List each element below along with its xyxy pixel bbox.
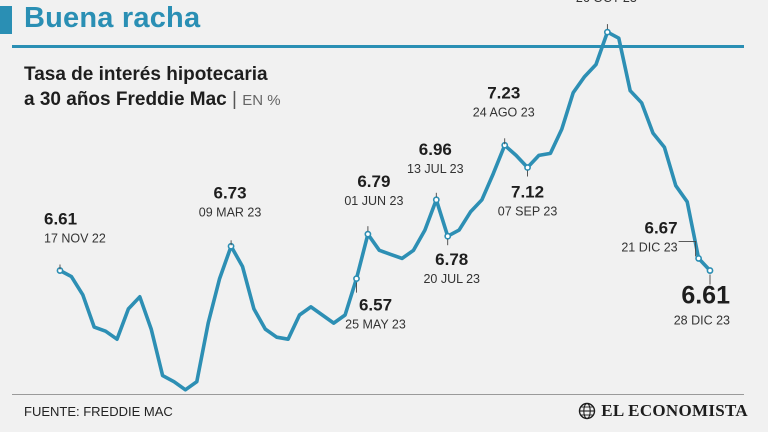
subtitle-unit: EN % (242, 92, 281, 109)
data-point-marker-9 (695, 255, 702, 262)
globe-icon (579, 402, 596, 420)
data-label-value: 6.67 (645, 218, 678, 237)
subtitle-line-1: Tasa de interés hipotecaria (24, 64, 268, 85)
data-point-marker-3 (364, 230, 372, 238)
series-line (58, 30, 712, 392)
source-label: FUENTE: FREDDIE MAC (24, 404, 173, 419)
footer-rule (12, 394, 744, 395)
data-label-value: 6.61 (681, 282, 730, 310)
data-point-marker-7 (524, 164, 531, 171)
header-rule (12, 45, 744, 48)
header-title: Buena racha (24, 2, 201, 34)
data-label-value: 6.61 (44, 210, 77, 229)
data-label-date: 20 JUL 23 (423, 272, 480, 286)
data-label-date: 17 NOV 22 (44, 232, 106, 246)
data-label-date: 28 DIC 23 (674, 314, 730, 328)
data-point-marker-2 (353, 275, 360, 283)
data-label-date: 26 OCT 23 (576, 0, 637, 5)
data-label-date: 21 DIC 23 (621, 240, 677, 254)
data-point-marker-5 (444, 232, 452, 240)
data-label-value: 7.23 (487, 83, 520, 102)
data-label-date: 09 MAR 23 (199, 205, 262, 219)
subtitle-separator: | (232, 89, 237, 110)
data-point-marker-4 (432, 196, 440, 204)
data-label-date: 25 MAY 23 (345, 318, 406, 332)
chart-subtitle: Tasa de interés hipotecaria a 30 años Fr… (24, 62, 281, 113)
data-label-value: 6.57 (359, 296, 392, 315)
data-label-value: 6.96 (419, 140, 452, 159)
data-label-value: 6.79 (357, 172, 390, 191)
data-label-date: 24 AGO 23 (473, 105, 535, 119)
header-accent-bar (0, 6, 12, 34)
data-label-date: 01 JUN 23 (344, 194, 403, 208)
subtitle-line-2: a 30 años Freddie Mac | EN % (24, 87, 281, 113)
data-label-value: 6.78 (435, 250, 468, 269)
label-leader-9 (678, 240, 697, 257)
brand-name: EL ECONOMISTA (601, 401, 748, 420)
data-point-marker-8 (603, 28, 611, 36)
data-label-date: 13 JUL 23 (407, 162, 464, 176)
data-label-date: 07 SEP 23 (498, 204, 558, 218)
data-label-value: 7.12 (511, 182, 544, 201)
subtitle-line-2-text: a 30 años Freddie Mac (24, 89, 227, 110)
data-label-value: 6.73 (214, 183, 247, 202)
brand-logo: EL ECONOMISTA (578, 401, 748, 421)
data-point-marker-10 (706, 267, 714, 274)
